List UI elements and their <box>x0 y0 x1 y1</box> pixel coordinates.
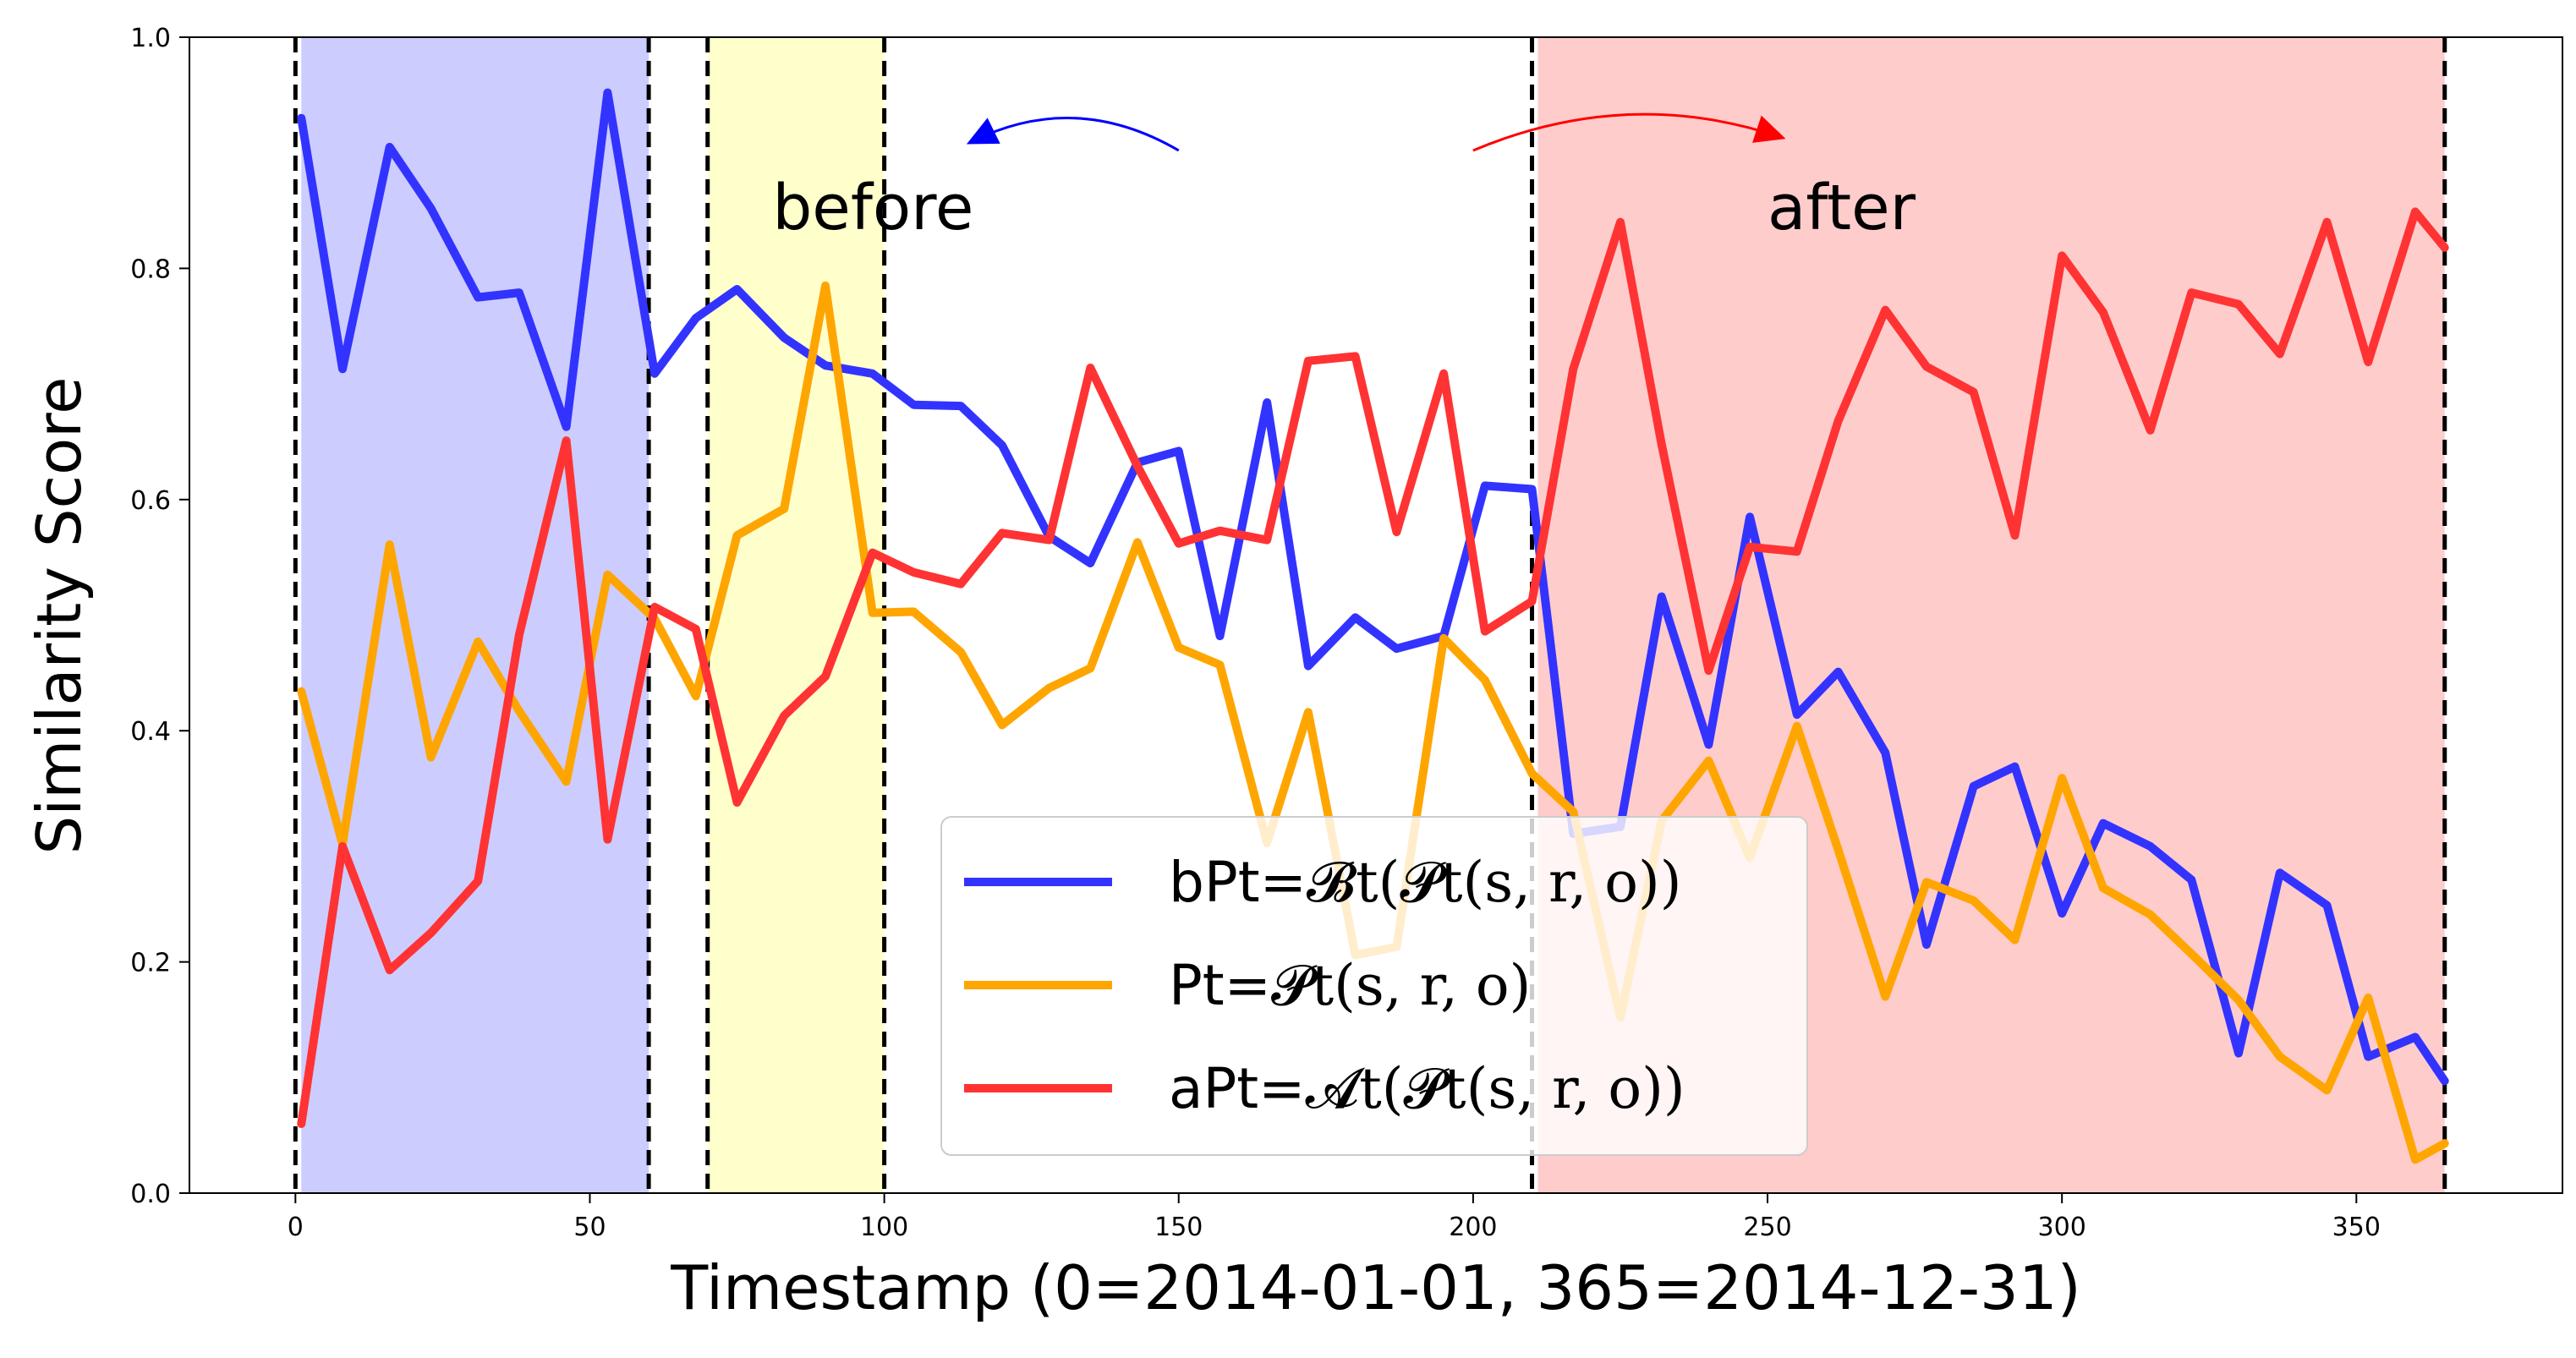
x-axis-ticks: 0 50 100 150 200 250 300 350 <box>288 1193 2381 1242</box>
y-tick-label: 1.0 <box>130 24 171 53</box>
x-tick-label: 50 <box>573 1213 606 1242</box>
y-axis-label: Similarity Score <box>24 377 95 855</box>
legend: bPt=𝓑t(𝓟t(s, r, o)) Pt=𝓟t(s, r, o) aPt=𝓐… <box>940 816 1808 1156</box>
x-tick-label: 150 <box>1154 1213 1203 1242</box>
annotation-arrow-before <box>972 117 1180 152</box>
series-line-apt <box>297 207 2449 1128</box>
annotation-after: after <box>1768 172 1916 244</box>
shaded-region-1 <box>707 37 885 1193</box>
legend-label-bpt: bPt=𝓑t(𝓟t(s, r, o)) <box>1169 850 1682 915</box>
annotations: before after <box>772 112 1916 244</box>
y-tick-label: 0.0 <box>130 1180 171 1209</box>
x-tick-label: 100 <box>860 1213 908 1242</box>
legend-entry-pt: Pt=𝓟t(s, r, o) <box>964 953 1531 1018</box>
legend-entry-apt: aPt=𝓐t(𝓟t(s, r, o)) <box>964 1056 1685 1121</box>
legend-label-apt: aPt=𝓐t(𝓟t(s, r, o)) <box>1169 1056 1685 1121</box>
x-tick-label: 200 <box>1449 1213 1497 1242</box>
series-line-bpt <box>297 88 2449 1086</box>
y-axis-ticks: 0.0 0.2 0.4 0.6 0.8 1.0 <box>130 24 189 1209</box>
x-axis-label: Timestamp (0=2014-01-01, 365=2014-12-31) <box>670 1252 2081 1323</box>
legend-entry-bpt: bPt=𝓑t(𝓟t(s, r, o)) <box>964 850 1682 915</box>
legend-label-pt: Pt=𝓟t(s, r, o) <box>1169 953 1531 1018</box>
y-tick-label: 0.6 <box>130 486 171 516</box>
y-tick-label: 0.4 <box>130 717 171 747</box>
y-tick-label: 0.2 <box>130 949 171 978</box>
y-tick-label: 0.8 <box>130 255 171 284</box>
plot-frame <box>189 36 2563 1194</box>
annotation-before: before <box>772 172 973 244</box>
legend-frame <box>940 816 1808 1156</box>
x-tick-label: 0 <box>288 1213 304 1242</box>
annotation-arrowhead-after <box>1752 115 1786 143</box>
x-tick-label: 250 <box>1743 1213 1791 1242</box>
annotation-arrowhead-before <box>966 118 1000 145</box>
x-tick-label: 350 <box>2332 1213 2381 1242</box>
x-tick-label: 300 <box>2038 1213 2086 1242</box>
annotation-arrow-after <box>1472 112 1780 152</box>
